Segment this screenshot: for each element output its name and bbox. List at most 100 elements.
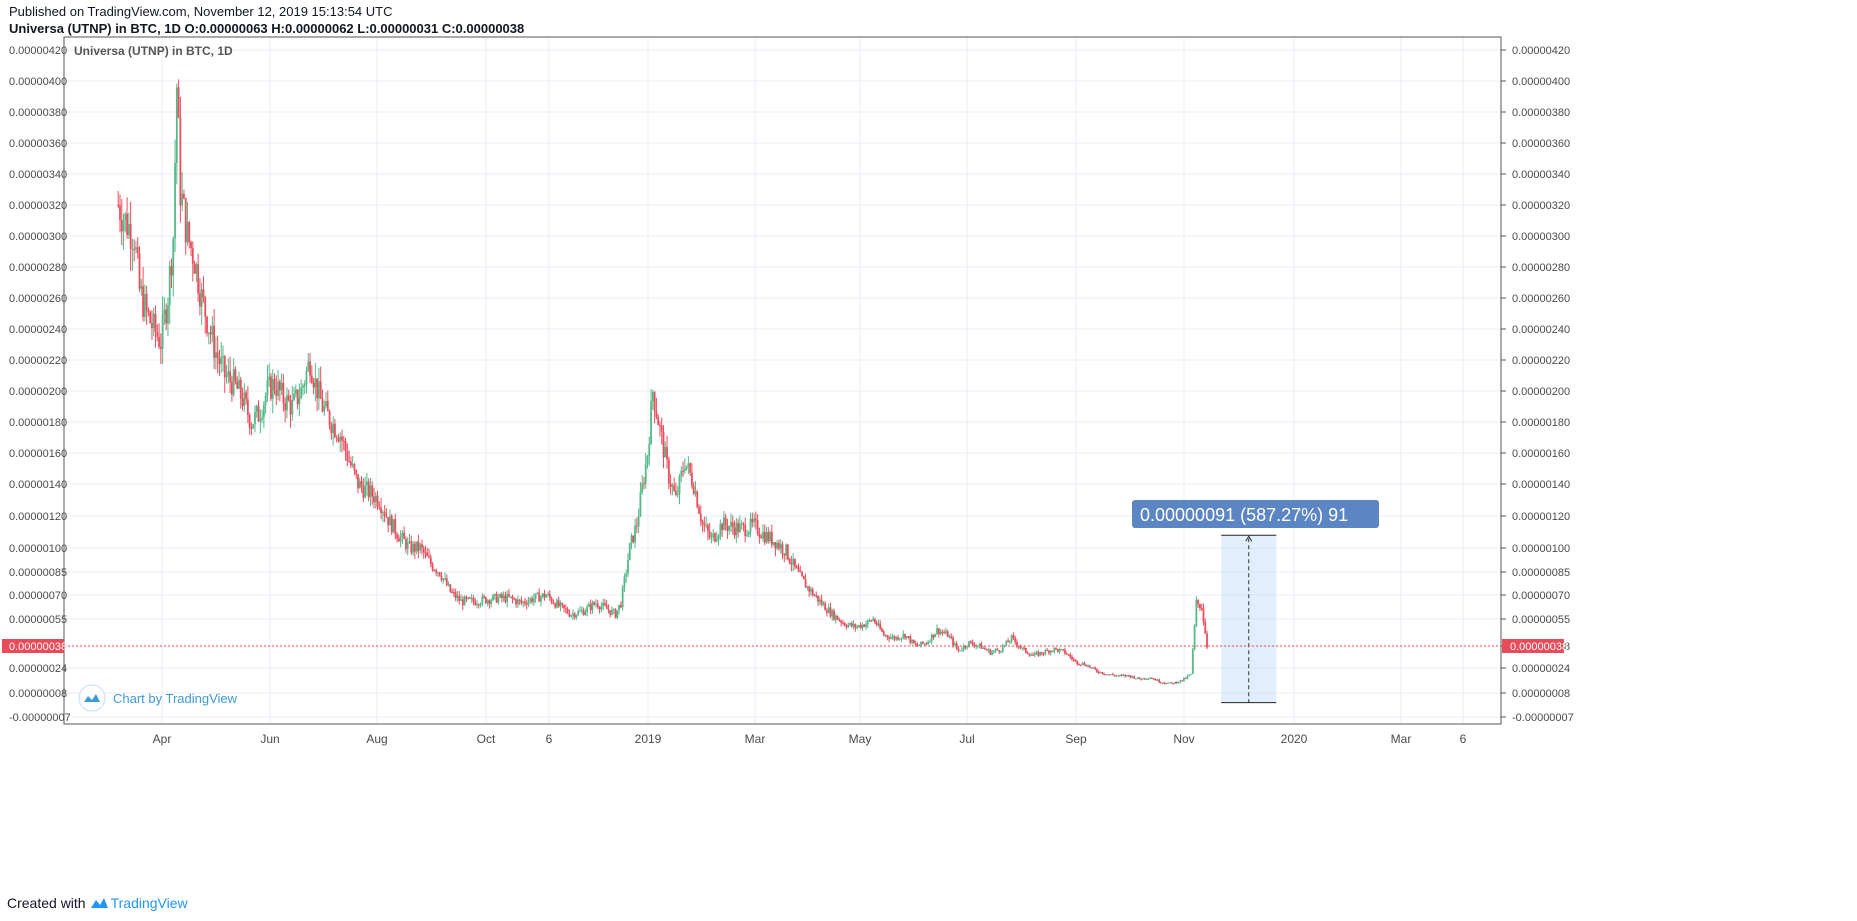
candle-body [364, 485, 367, 498]
watermark[interactable]: Chart by TradingView [78, 684, 238, 712]
candle-body [1033, 652, 1036, 656]
candle-body [792, 558, 795, 565]
candle-body [484, 597, 487, 604]
candle-body [747, 531, 750, 536]
candle-body [440, 575, 443, 580]
candle-body [998, 650, 1001, 652]
candle-body [1127, 675, 1130, 677]
candle-body [1083, 663, 1086, 666]
candle-body [1087, 665, 1089, 667]
candle-body [946, 631, 949, 637]
candle-body [1204, 621, 1207, 634]
candle-body [394, 519, 397, 535]
candle-body [691, 472, 693, 486]
candle-body [442, 578, 445, 580]
candle-body [948, 636, 951, 638]
candle-body [234, 369, 237, 382]
y-tick-label: 0.00000340 [1512, 169, 1570, 181]
candle-body [266, 380, 269, 396]
candle-body [435, 570, 438, 573]
candle-body [879, 623, 882, 629]
y-tick-label: 0.00000070 [1512, 590, 1570, 602]
candle-body [692, 485, 695, 494]
candle-body [598, 607, 601, 610]
candle-body [1017, 645, 1020, 647]
candle-body [1181, 680, 1184, 682]
candle-body [772, 542, 775, 545]
candle-body [1032, 654, 1034, 656]
last-price-text: 0.00000038 [9, 641, 67, 653]
candle-body [680, 470, 683, 477]
candle-body [873, 618, 876, 623]
candle-body [447, 584, 450, 586]
candle-body [621, 587, 624, 608]
candle-body [859, 625, 862, 628]
candle-body [939, 631, 942, 634]
candle-body [312, 382, 315, 388]
candle-body [776, 542, 779, 549]
candle-body [664, 447, 667, 458]
candle-body [595, 603, 597, 605]
tradingview-link[interactable]: TradingView [90, 895, 188, 911]
y-tick-label: 0.00000360 [1512, 138, 1570, 150]
y-tick-label: 0.00000280 [1512, 262, 1570, 274]
candle-body [362, 486, 365, 498]
candle-body [300, 387, 303, 399]
candle-body [573, 613, 576, 618]
candle-body [481, 596, 484, 604]
candle-body [1143, 678, 1146, 680]
y-tick-label: 0.00000180 [1512, 417, 1570, 429]
x-tick-label: Jun [260, 732, 279, 746]
candle-body [831, 610, 834, 617]
candle-body [492, 595, 494, 601]
candle-body [161, 314, 164, 349]
candle-body [520, 600, 523, 603]
candle-body [341, 436, 343, 441]
last-price-text: 0.00000038 [1510, 641, 1568, 653]
candle-body [246, 399, 249, 415]
candle-body [872, 618, 874, 621]
candle-body [396, 534, 398, 539]
y-tick-label: 0.00000300 [9, 231, 67, 243]
candle-body [376, 495, 379, 507]
candle-body [195, 264, 198, 274]
candle-body [1168, 682, 1171, 684]
candle-body [738, 523, 741, 533]
candle-body [438, 572, 441, 576]
candle-body [518, 599, 521, 601]
candle-body [826, 610, 828, 613]
candle-body [808, 586, 811, 592]
candle-body [1051, 650, 1054, 652]
candle-body [591, 602, 594, 611]
candle-body [127, 224, 130, 235]
candle-body [1062, 649, 1065, 651]
measure-tool[interactable]: 0.00000091 (587.27%) 91 [1132, 500, 1379, 704]
candle-body [589, 604, 592, 611]
candle-body [962, 645, 965, 650]
candle-body [1046, 650, 1049, 652]
candle-body [564, 608, 567, 610]
y-tick-label: 0.00000120 [1512, 511, 1570, 523]
candle-body [143, 294, 146, 317]
candle-body [307, 361, 310, 371]
candle-body [1184, 678, 1187, 680]
candle-body [563, 604, 565, 609]
candle-body [902, 634, 905, 638]
candle-body [959, 650, 962, 652]
candle-body [278, 381, 281, 391]
candle-body [1095, 669, 1098, 672]
candle-body [774, 542, 777, 549]
candle-body [577, 611, 580, 615]
candle-body [888, 637, 890, 639]
candle-body [992, 650, 995, 652]
candle-body [548, 593, 551, 598]
candle-body [550, 597, 553, 603]
candle-body [586, 606, 589, 612]
x-tick-label: Nov [1173, 732, 1194, 746]
candle-body [529, 598, 532, 602]
candle-body [1049, 650, 1052, 654]
candle-body [413, 543, 416, 552]
candle-body [1019, 646, 1022, 648]
candle-body [994, 649, 997, 651]
